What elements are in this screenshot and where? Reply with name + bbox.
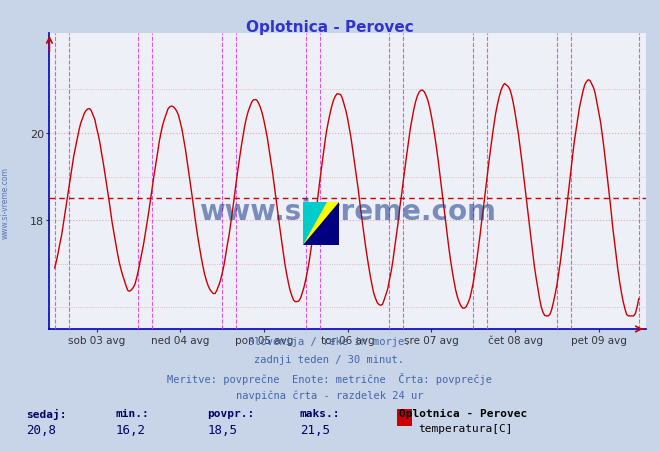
Text: sedaj:: sedaj: — [26, 408, 67, 419]
Text: www.si-vreme.com: www.si-vreme.com — [199, 197, 496, 225]
Text: Slovenija / reke in morje.: Slovenija / reke in morje. — [248, 336, 411, 346]
Polygon shape — [303, 203, 327, 246]
Text: 16,2: 16,2 — [115, 423, 146, 436]
Text: 21,5: 21,5 — [300, 423, 330, 436]
Polygon shape — [303, 203, 339, 246]
Text: maks.:: maks.: — [300, 408, 340, 418]
Text: 18,5: 18,5 — [208, 423, 238, 436]
Text: www.si-vreme.com: www.si-vreme.com — [1, 167, 10, 239]
Text: 20,8: 20,8 — [26, 423, 57, 436]
Polygon shape — [303, 203, 339, 246]
Text: zadnji teden / 30 minut.: zadnji teden / 30 minut. — [254, 354, 405, 364]
Text: Oplotnica - Perovec: Oplotnica - Perovec — [246, 20, 413, 35]
Text: Oplotnica - Perovec: Oplotnica - Perovec — [399, 408, 527, 418]
Text: min.:: min.: — [115, 408, 149, 418]
Text: Meritve: povprečne  Enote: metrične  Črta: povprečje: Meritve: povprečne Enote: metrične Črta:… — [167, 372, 492, 384]
Text: temperatura[C]: temperatura[C] — [418, 423, 513, 433]
Text: navpična črta - razdelek 24 ur: navpična črta - razdelek 24 ur — [236, 390, 423, 400]
Text: povpr.:: povpr.: — [208, 408, 255, 418]
